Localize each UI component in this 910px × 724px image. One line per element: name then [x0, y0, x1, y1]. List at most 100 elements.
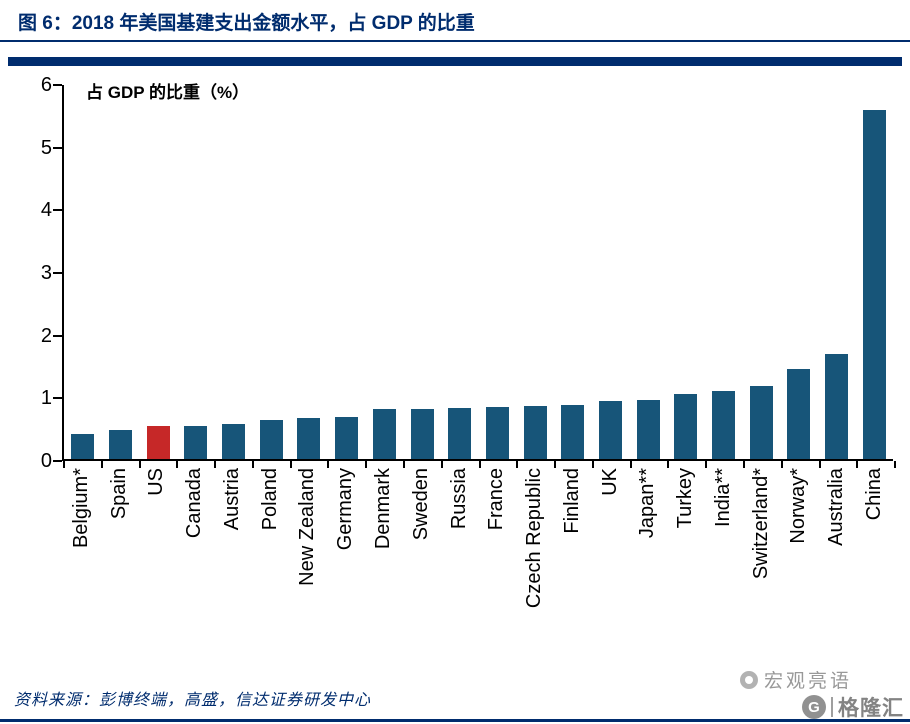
- bottom-divider: [0, 719, 910, 722]
- x-label-slot: China: [855, 468, 893, 520]
- x-axis-tick-mark: [100, 461, 103, 468]
- x-label-slot: Russia: [440, 468, 478, 529]
- x-axis-tick-mark: [894, 461, 896, 468]
- x-axis-label: Czech Republic: [523, 468, 546, 609]
- bar: [410, 408, 434, 459]
- x-axis-tick-mark: [403, 461, 405, 468]
- y-axis-tick-label: 3: [40, 262, 52, 284]
- figure-title: 图 6：2018 年美国基建支出金额水平，占 GDP 的比重: [18, 13, 475, 34]
- x-axis-tick-mark: [554, 461, 556, 468]
- x-label-slot: Czech Republic: [515, 468, 553, 608]
- x-axis-tick-mark: [327, 461, 330, 468]
- y-axis-tick-mark: [53, 397, 62, 400]
- x-axis-tick-mark: [365, 461, 368, 468]
- x-label-slot: Denmark: [364, 468, 402, 549]
- bar-series: [64, 85, 893, 459]
- x-axis-label: UK: [598, 468, 621, 496]
- bar: [674, 393, 698, 459]
- bar-slot-czech-republic: [516, 85, 554, 459]
- watermark-gelonghui: G 格隆汇: [802, 692, 904, 722]
- x-axis-label: Germany: [334, 468, 357, 551]
- watermark-brand: 宏观亮语: [739, 666, 852, 693]
- x-axis-tick-mark: [138, 461, 141, 468]
- bar: [712, 391, 736, 459]
- x-axis-label: Canada: [183, 468, 206, 539]
- x-axis-label: India**: [711, 468, 734, 527]
- gelonghui-name: 格隆汇: [838, 697, 904, 720]
- x-axis-tick-mark: [818, 461, 821, 468]
- bar-slot-belgium: [64, 85, 102, 459]
- x-axis-label: China: [862, 468, 885, 521]
- bar-slot-new-zealand: [290, 85, 328, 459]
- x-label-slot: Norway*: [780, 468, 818, 544]
- x-axis-label: Japan**: [636, 468, 659, 539]
- y-axis-tick-mark: [53, 84, 62, 86]
- chart-top-border: [8, 57, 902, 66]
- x-axis-tick-mark: [251, 461, 254, 468]
- bar-slot-austria: [215, 85, 253, 459]
- bar-slot-sweden: [403, 85, 441, 459]
- x-axis-tick-mark: [478, 461, 481, 468]
- bar-slot-australia: [818, 85, 856, 459]
- source-text: 资料来源：彭博终端，高盛，信达证券研发中心: [14, 692, 372, 709]
- gelonghui-logo-divider: [831, 697, 833, 717]
- bar: [636, 399, 660, 459]
- y-axis-tick-mark: [53, 334, 62, 337]
- bar-slot-denmark: [366, 85, 404, 459]
- x-axis-label: Australia: [825, 468, 848, 546]
- y-axis-tick-label: 0: [40, 450, 52, 472]
- bar: [71, 433, 95, 459]
- x-label-slot: India**: [704, 468, 742, 527]
- bar-slot-france: [479, 85, 517, 459]
- x-label-slot: Austria: [213, 468, 251, 530]
- bar: [184, 425, 208, 459]
- x-axis-label: Denmark: [372, 468, 394, 550]
- y-axis-tick-label: 4: [40, 199, 52, 222]
- bar: [297, 418, 321, 459]
- x-axis-label: Belgium*: [69, 468, 92, 549]
- y-axis-tick-mark: [53, 460, 62, 462]
- x-label-slot: Belgium*: [62, 468, 100, 548]
- y-axis-tick-label: 1: [40, 387, 52, 410]
- x-axis-label: Russia: [447, 468, 470, 530]
- brand-name: 宏观亮语: [763, 671, 852, 692]
- bar: [825, 353, 849, 459]
- x-label-slot: Sweden: [402, 468, 440, 540]
- x-axis-tick-mark: [705, 461, 708, 468]
- x-axis-tick-mark: [516, 461, 519, 468]
- bar: [222, 423, 246, 459]
- x-axis-tick-mark: [176, 461, 179, 468]
- y-axis-tick-label: 2: [40, 324, 52, 347]
- bar: [561, 405, 585, 459]
- y-axis-tick-label: 5: [40, 136, 52, 159]
- bar-slot-germany: [328, 85, 366, 459]
- x-axis-tick-mark: [214, 461, 217, 468]
- x-label-slot: New Zealand: [289, 468, 327, 586]
- x-label-slot: US: [138, 468, 176, 496]
- x-axis-tick-mark: [63, 461, 65, 468]
- x-axis-label: US: [145, 468, 168, 496]
- bar-slot-spain: [102, 85, 140, 459]
- bar: [335, 417, 359, 459]
- bar-slot-japan: [629, 85, 667, 459]
- bar-slot-canada: [177, 85, 215, 459]
- x-axis-label: Poland: [258, 468, 281, 531]
- title-divider: [0, 40, 910, 42]
- x-axis-tick-mark: [856, 461, 859, 468]
- y-axis-tick-mark: [53, 209, 62, 212]
- x-label-slot: Switzerland*: [742, 468, 780, 579]
- x-axis-label: France: [485, 468, 508, 531]
- x-axis-label: Austria: [220, 468, 243, 531]
- x-axis-label: Switzerland*: [749, 468, 772, 580]
- x-axis-label: New Zealand: [296, 468, 319, 586]
- bar-slot-russia: [441, 85, 479, 459]
- bar-slot-poland: [252, 85, 290, 459]
- x-axis-labels: Belgium* Spain US Canada Austria Poland New Ze…: [62, 468, 893, 608]
- x-axis-tick-mark: [629, 461, 632, 468]
- bar-slot-us: [139, 85, 177, 459]
- bar: [598, 401, 622, 459]
- y-axis-tick-label: 6: [40, 74, 52, 96]
- bar: [259, 420, 283, 459]
- x-label-slot: Turkey: [666, 468, 704, 528]
